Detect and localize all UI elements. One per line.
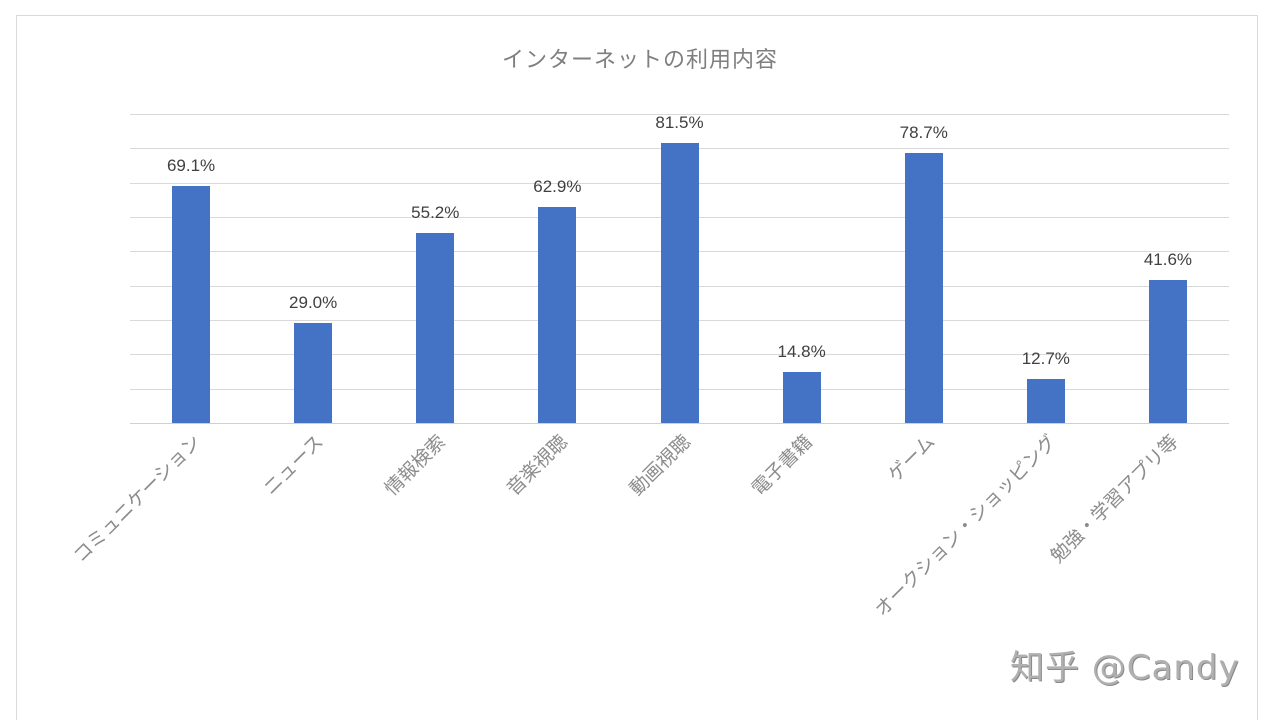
data-label: 29.0% (289, 293, 338, 313)
bar (416, 233, 455, 423)
chart-title: インターネットの利用内容 (501, 48, 778, 73)
bar (660, 143, 699, 423)
gridline (130, 114, 1229, 115)
data-label: 69.1% (166, 155, 216, 175)
data-label: 78.7% (899, 122, 948, 142)
plot-area: 69.1% 29.0% 55.2% 62.9% 81.5% 14.8% 78.7% 12.7%… (130, 113, 1229, 424)
data-label: 41.6% (1143, 250, 1193, 270)
data-label: 55.2% (411, 203, 460, 223)
data-label: 81.5% (655, 113, 704, 133)
bar (904, 152, 943, 423)
bar (1148, 280, 1187, 423)
x-axis-baseline (130, 423, 1229, 424)
bar (294, 323, 333, 423)
watermark: 知乎 @Candy (1010, 648, 1240, 688)
bar (172, 185, 211, 423)
bar (1026, 379, 1065, 423)
bar (538, 207, 577, 423)
data-label: 62.9% (533, 177, 582, 197)
bar (782, 372, 821, 423)
data-label: 12.7% (1021, 349, 1070, 369)
data-label: 14.8% (777, 342, 826, 362)
chart-frame (16, 15, 1258, 720)
